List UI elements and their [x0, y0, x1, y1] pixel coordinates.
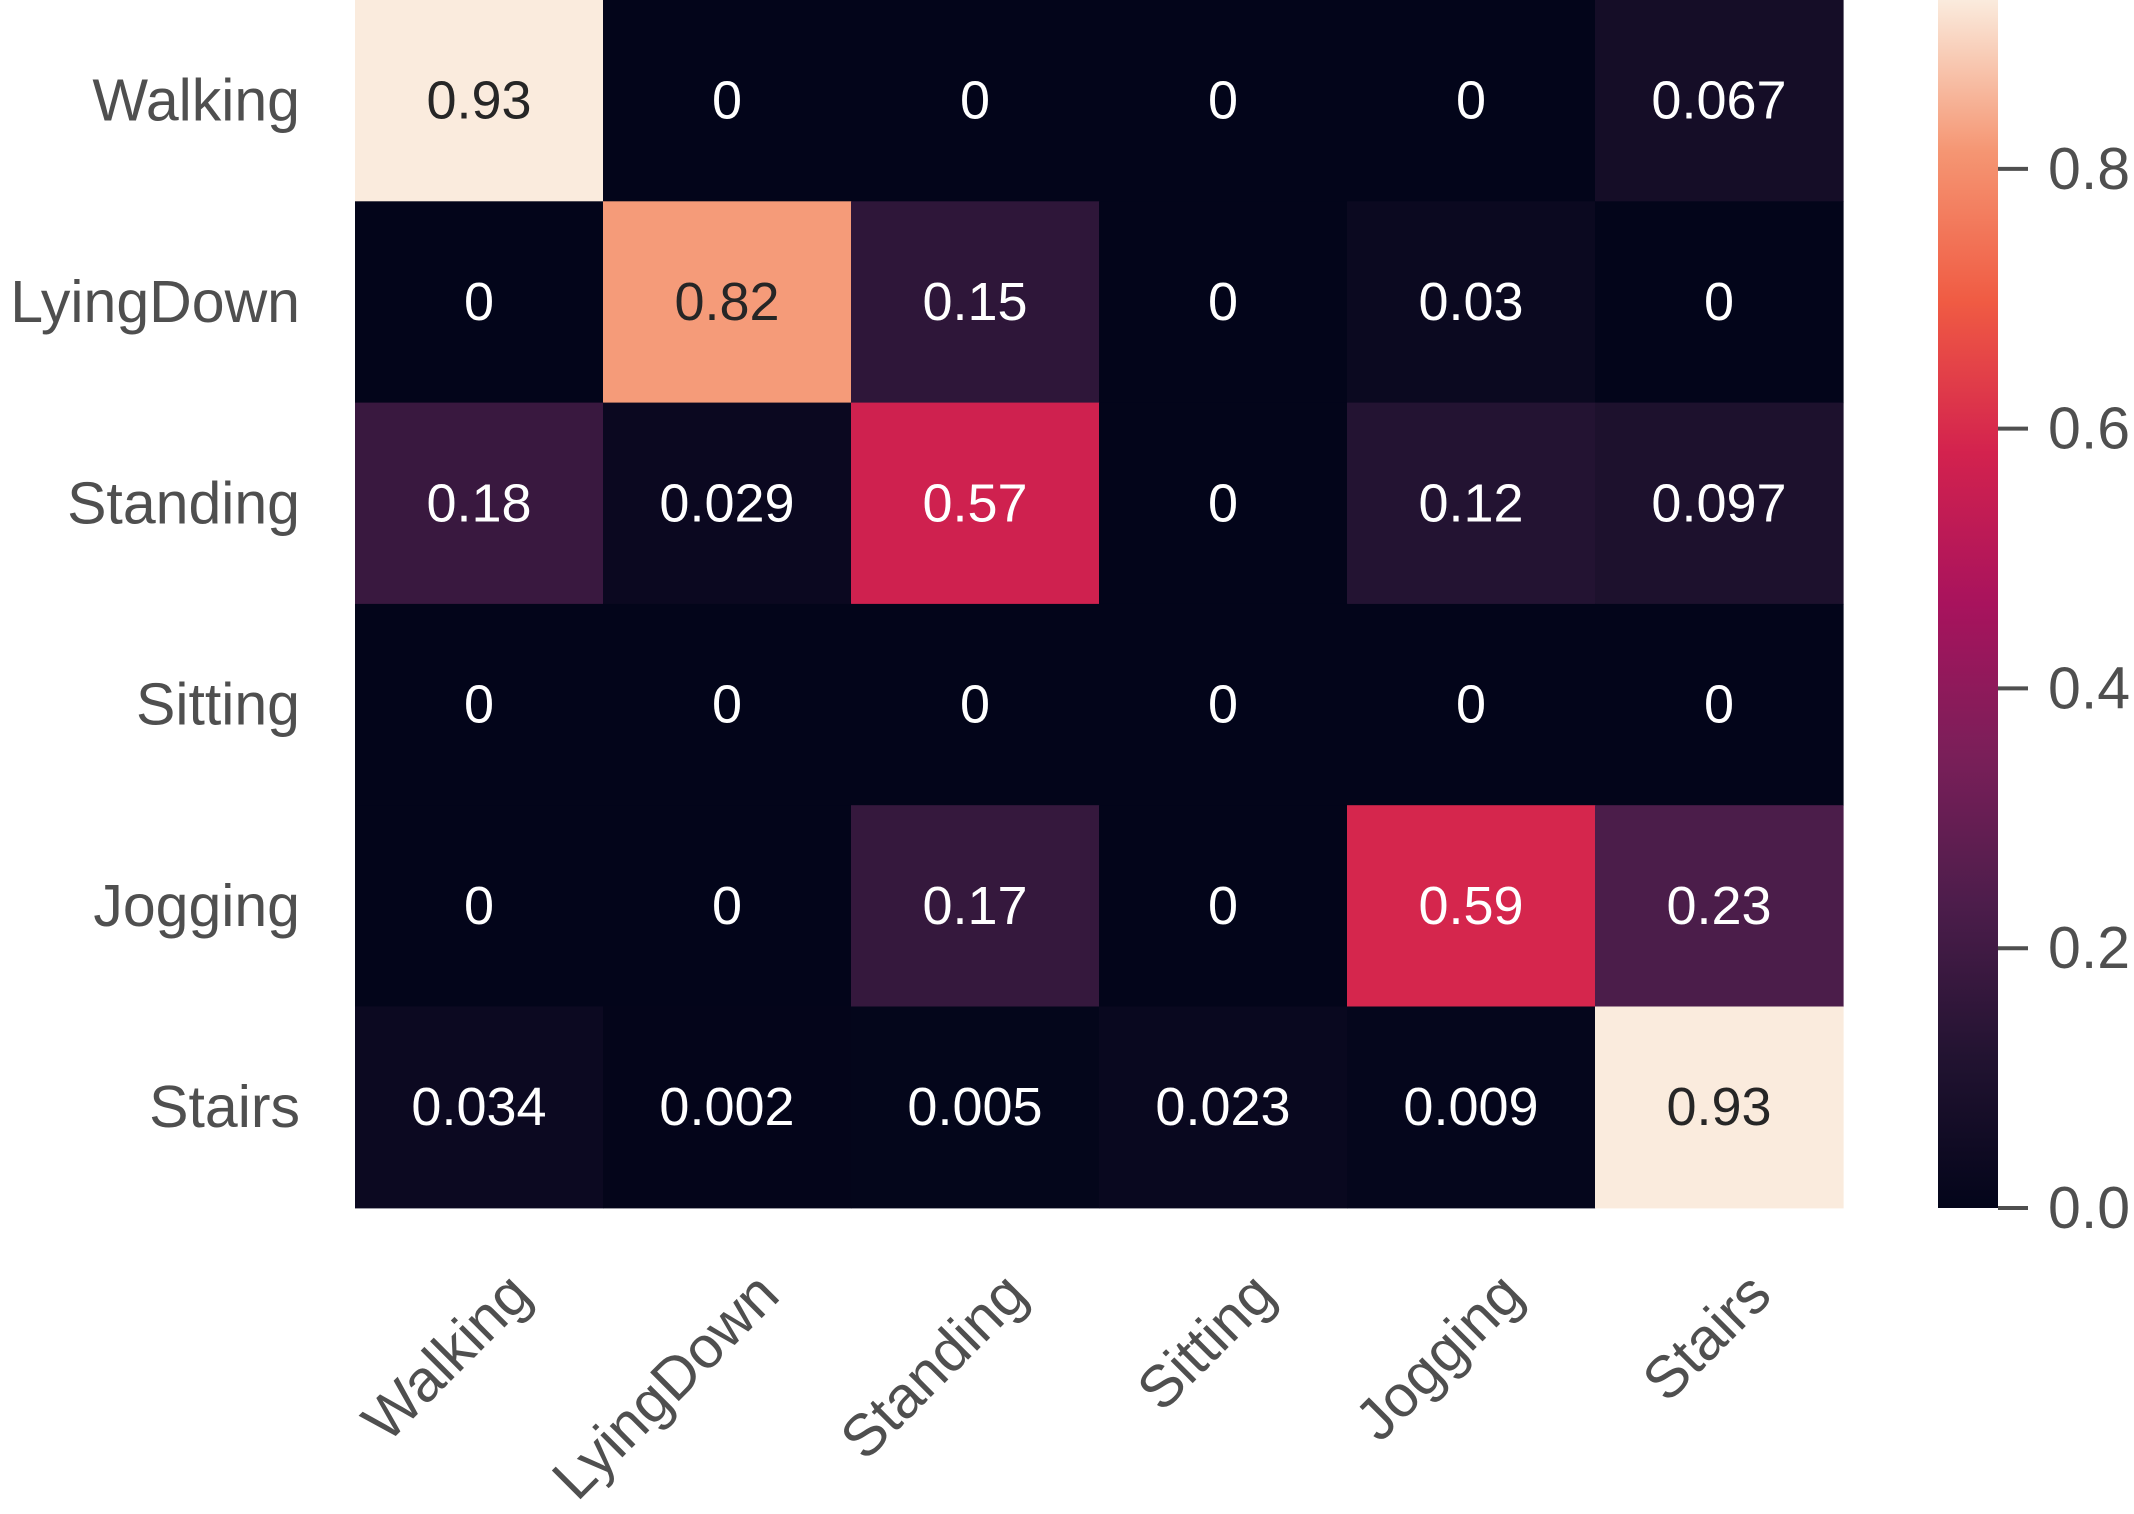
heatmap-cell-0-5	[1595, 0, 1844, 202]
heatmap-cell-5-1	[603, 1006, 852, 1209]
heatmap-cell-3-5	[1595, 603, 1844, 806]
cell-value-label-2-1: 0.029	[659, 473, 794, 533]
cell-value-label-4-3: 0	[1208, 876, 1238, 936]
heatmap-cell-3-2	[851, 603, 1100, 806]
heatmap-cell-0-4	[1347, 0, 1596, 202]
cell-value-label-2-2: 0.57	[922, 473, 1027, 533]
cell-value-label-2-4: 0.12	[1418, 473, 1523, 533]
colorbar-tick-label-0: 0.0	[2048, 1175, 2130, 1241]
cell-value-label-2-5: 0.097	[1651, 473, 1786, 533]
colorbar-tick-label-2: 0.4	[2048, 655, 2130, 721]
heatmap-cell-4-5	[1595, 805, 1844, 1008]
heatmap-cell-2-2	[851, 402, 1100, 605]
heatmap-cell-4-0	[355, 805, 604, 1008]
heatmap-cell-1-5	[1595, 201, 1844, 404]
heatmap-cell-1-4	[1347, 201, 1596, 404]
heatmap-cell-5-4	[1347, 1006, 1596, 1209]
cell-value-label-3-4: 0	[1456, 675, 1486, 735]
cell-value-label-1-5: 0	[1704, 272, 1734, 332]
heatmap-cell-2-1	[603, 402, 852, 605]
heatmap-cell-3-4	[1347, 603, 1596, 806]
x-tick-label-1: LyingDown	[540, 1260, 792, 1512]
heatmap-cell-0-3	[1099, 0, 1348, 202]
y-tick-label-3: Sitting	[136, 672, 300, 738]
x-tick-label-2: Standing	[828, 1260, 1039, 1471]
colorbar-gradient	[1938, 0, 1998, 1208]
colorbar-tick-label-4: 0.8	[2048, 136, 2130, 202]
heatmap-cell-1-3	[1099, 201, 1348, 404]
heatmap-cell-4-3	[1099, 805, 1348, 1008]
y-tick-label-2: Standing	[67, 470, 300, 536]
heatmap-cell-4-1	[603, 805, 852, 1008]
cell-value-label-5-4: 0.009	[1403, 1077, 1538, 1137]
y-tick-label-1: LyingDown	[10, 269, 300, 335]
heatmap-cell-2-0	[355, 402, 604, 605]
cell-value-label-4-2: 0.17	[922, 876, 1027, 936]
heatmap-cell-5-0	[355, 1006, 604, 1209]
heatmap-cell-0-0	[355, 0, 604, 202]
heatmap-cell-1-2	[851, 201, 1100, 404]
x-tick-label-4: Jogging	[1342, 1260, 1535, 1453]
y-tick-label-5: Stairs	[149, 1074, 300, 1140]
cell-value-label-0-5: 0.067	[1651, 71, 1786, 131]
cell-value-label-5-5: 0.93	[1666, 1077, 1771, 1137]
y-tick-label-0: Walking	[92, 68, 300, 134]
heatmap-cell-0-1	[603, 0, 852, 202]
cell-value-label-0-4: 0	[1456, 71, 1486, 131]
heatmap-cell-4-4	[1347, 805, 1596, 1008]
cell-value-label-5-2: 0.005	[907, 1077, 1042, 1137]
heatmap-cell-2-5	[1595, 402, 1844, 605]
cell-value-label-3-0: 0	[464, 675, 494, 735]
heatmap-cell-0-2	[851, 0, 1100, 202]
cell-value-label-2-0: 0.18	[426, 473, 531, 533]
cell-value-label-0-0: 0.93	[426, 71, 531, 131]
cell-value-label-0-3: 0	[1208, 71, 1238, 131]
y-tick-label-4: Jogging	[93, 873, 300, 939]
cell-value-label-4-0: 0	[464, 876, 494, 936]
heatmap-cell-3-1	[603, 603, 852, 806]
cell-value-label-0-2: 0	[960, 71, 990, 131]
cell-value-label-5-1: 0.002	[659, 1077, 794, 1137]
cell-value-label-3-3: 0	[1208, 675, 1238, 735]
cell-value-label-1-0: 0	[464, 272, 494, 332]
heatmap-cells: 0.93 0 0 0 0 0.067 0 0.82 0.15 0 0.03 0 0.18 0.029 0.5…	[355, 0, 1844, 1209]
y-tick-labels: Walking LyingDown Standing Sitting Jogging St…	[10, 68, 300, 1140]
cell-value-label-4-1: 0	[712, 876, 742, 936]
cell-value-label-3-5: 0	[1704, 675, 1734, 735]
heatmap-cell-2-4	[1347, 402, 1596, 605]
heatmap-cell-5-5	[1595, 1006, 1844, 1209]
x-tick-label-5: Stairs	[1630, 1260, 1783, 1413]
cell-value-label-1-1: 0.82	[674, 272, 779, 332]
x-tick-label-0: Walking	[350, 1260, 544, 1454]
cell-value-label-1-2: 0.15	[922, 272, 1027, 332]
colorbar-tick-label-1: 0.2	[2048, 915, 2130, 981]
heatmap-cell-4-2	[851, 805, 1100, 1008]
cell-value-label-1-4: 0.03	[1418, 272, 1523, 332]
heatmap-cell-3-3	[1099, 603, 1348, 806]
cell-value-label-4-5: 0.23	[1666, 876, 1771, 936]
colorbar: 0.0 0.2 0.4 0.6 0.8	[1938, 0, 2130, 1241]
cell-value-label-1-3: 0	[1208, 272, 1238, 332]
cell-value-label-5-0: 0.034	[411, 1077, 546, 1137]
heatmap-cell-1-1	[603, 201, 852, 404]
cell-value-label-3-1: 0	[712, 675, 742, 735]
cell-value-label-0-1: 0	[712, 71, 742, 131]
cell-value-label-3-2: 0	[960, 675, 990, 735]
cell-value-label-4-4: 0.59	[1418, 876, 1523, 936]
cell-value-label-5-3: 0.023	[1155, 1077, 1290, 1137]
colorbar-tick-label-3: 0.6	[2048, 396, 2130, 462]
heatmap-cell-5-3	[1099, 1006, 1348, 1209]
heatmap-cell-3-0	[355, 603, 604, 806]
heatmap-cell-2-3	[1099, 402, 1348, 605]
x-tick-label-3: Sitting	[1125, 1260, 1288, 1423]
heatmap-cell-5-2	[851, 1006, 1100, 1209]
heatmap-cell-1-0	[355, 201, 604, 404]
cell-value-label-2-3: 0	[1208, 473, 1238, 533]
